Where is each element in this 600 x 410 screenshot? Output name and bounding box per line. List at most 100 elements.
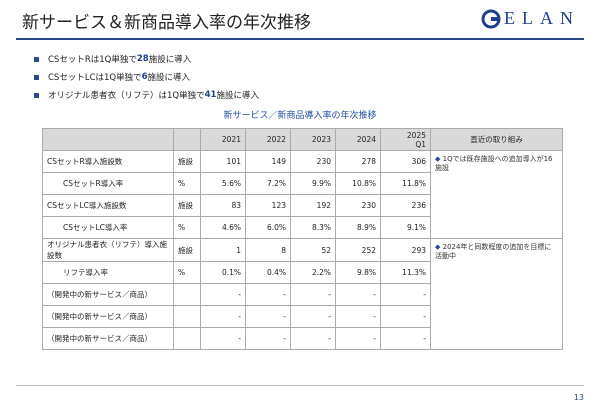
note-cell: ◆ 2024年と同数程度の追加を目標に活動中 — [430, 238, 563, 350]
row-unit: 施設 — [173, 150, 201, 173]
logo: ELAN — [481, 8, 580, 29]
row-unit: % — [173, 261, 201, 284]
header-cell: 2024 — [335, 128, 381, 151]
value-cell: - — [380, 327, 431, 350]
row-label: CSセットLC導入施設数 — [42, 194, 174, 217]
logo-text: ELAN — [504, 8, 580, 28]
value-cell: 9.9% — [290, 172, 336, 195]
value-cell: - — [380, 305, 431, 328]
value-cell: 9.8% — [335, 261, 381, 284]
title-rule — [16, 38, 584, 40]
header-cell — [42, 128, 174, 151]
value-cell: 278 — [335, 150, 381, 173]
value-cell: - — [290, 305, 336, 328]
value-cell: - — [335, 327, 381, 350]
value-cell: 293 — [380, 238, 431, 262]
value-cell: 6.0% — [245, 216, 291, 239]
value-cell: - — [200, 283, 246, 306]
row-label: オリジナル患者衣（リフテ）導入施設数 — [42, 238, 174, 262]
value-cell: 11.3% — [380, 261, 431, 284]
value-cell: 10.8% — [335, 172, 381, 195]
slide-title: 新サービス＆新商品導入率の年次推移 — [22, 13, 311, 33]
row-label: （開発中の新サービス／商品） — [42, 283, 174, 306]
value-cell: 123 — [245, 194, 291, 217]
note-marker: ◆ — [435, 155, 443, 163]
value-cell: 83 — [200, 194, 246, 217]
row-label: （開発中の新サービス／商品） — [42, 305, 174, 328]
value-cell: 1 — [200, 238, 246, 262]
value-cell: 230 — [335, 194, 381, 217]
table-row: （開発中の新サービス／商品） - - - - - — [42, 305, 563, 328]
row-unit: % — [173, 216, 201, 239]
bullet: CSセットLCは1Q単独で 6 施設に導入 — [34, 68, 259, 86]
bullet-text: 施設に導入 — [216, 91, 259, 101]
value-cell: 7.2% — [245, 172, 291, 195]
note-text: 1Qでは既存施設への追加導入が16施設 — [435, 155, 553, 172]
value-cell: - — [380, 283, 431, 306]
note-text: 2024年と同数程度の追加を目標に活動中 — [435, 243, 552, 260]
bullet-text: CSセットLCは1Q単独で — [48, 73, 142, 83]
bullet-text: オリジナル患者衣（リフテ）は1Q単独で — [48, 91, 205, 101]
bullet-text: 施設に導入 — [147, 73, 191, 83]
value-cell: 149 — [245, 150, 291, 173]
bullet-marker — [34, 74, 39, 80]
table-row: CSセットLC導入施設数 施設 83 123 192 230 236 — [42, 194, 563, 217]
value-cell: 9.1% — [380, 216, 431, 239]
row-label: CSセットR導入率 — [42, 172, 174, 195]
note-marker: ◆ — [435, 243, 443, 251]
value-cell: 0.1% — [200, 261, 246, 284]
row-unit: 施設 — [173, 194, 201, 217]
value-cell: 4.6% — [200, 216, 246, 239]
header-cell: 直近の取り組み — [430, 128, 563, 151]
header-row: 2021 2022 2023 2024 2025 Q1 直近の取り組み — [42, 128, 563, 151]
header-cell: 2025 Q1 — [380, 128, 431, 151]
table-row: オリジナル患者衣（リフテ）導入施設数 施設 1 8 52 252 293 ◆ 2024年と同数… — [42, 238, 563, 350]
footer-rule — [16, 385, 584, 386]
row-unit — [173, 327, 201, 350]
row-unit — [173, 283, 201, 306]
bullet-text: CSセットRは1Q単独で — [48, 55, 137, 65]
row-unit: % — [173, 172, 201, 195]
value-cell: - — [200, 305, 246, 328]
value-cell: 230 — [290, 150, 336, 173]
value-cell: 236 — [380, 194, 431, 217]
bullet-number: 6 — [141, 72, 148, 82]
value-cell: 101 — [200, 150, 246, 173]
row-label: （開発中の新サービス／商品） — [42, 327, 174, 350]
page-number: 13 — [573, 393, 584, 402]
bullet-list: CSセットRは1Q単独で 28 施設に導入 CSセットLCは1Q単独で 6 施設に導入 オリ… — [34, 50, 259, 104]
value-cell: - — [335, 283, 381, 306]
bullet: CSセットRは1Q単独で 28 施設に導入 — [34, 50, 259, 68]
row-unit: 施設 — [173, 238, 201, 262]
header-cell — [173, 128, 201, 151]
table-title: 新サービス／新商品導入率の年次推移 — [223, 111, 377, 121]
value-cell: - — [290, 283, 336, 306]
bullet: オリジナル患者衣（リフテ）は1Q単独で 41 施設に導入 — [34, 86, 259, 104]
bullet-number: 28 — [136, 54, 149, 64]
table-row: CSセットLC導入率% 4.6% 6.0% 8.3% 8.9% 9.1% — [42, 216, 563, 239]
value-cell: 252 — [335, 238, 381, 262]
row-label: CSセットR導入施設数 — [42, 150, 174, 173]
data-table: 2021 2022 2023 2024 2025 Q1 直近の取り組み CSセットR導入施設… — [42, 128, 563, 350]
value-cell: 8.9% — [335, 216, 381, 239]
value-cell: 2.2% — [290, 261, 336, 284]
bullet-text: 施設に導入 — [148, 55, 192, 65]
table-row: リフテ導入率% 0.1% 0.4% 2.2% 9.8% 11.3% — [42, 261, 563, 284]
table-row: （開発中の新サービス／商品） - - - - - — [42, 283, 563, 306]
bullet-number: 41 — [204, 90, 217, 100]
value-cell: - — [335, 305, 381, 328]
bullet-marker — [34, 92, 39, 98]
row-unit — [173, 305, 201, 328]
value-cell: - — [245, 305, 291, 328]
value-cell: - — [245, 327, 291, 350]
value-cell: 8.3% — [290, 216, 336, 239]
header-cell: 2022 — [245, 128, 291, 151]
header-cell: 2023 — [290, 128, 336, 151]
value-cell: 11.8% — [380, 172, 431, 195]
value-cell: 0.4% — [245, 261, 291, 284]
value-cell: 5.6% — [200, 172, 246, 195]
value-cell: 192 — [290, 194, 336, 217]
logo-icon — [481, 9, 501, 28]
value-cell: - — [245, 283, 291, 306]
